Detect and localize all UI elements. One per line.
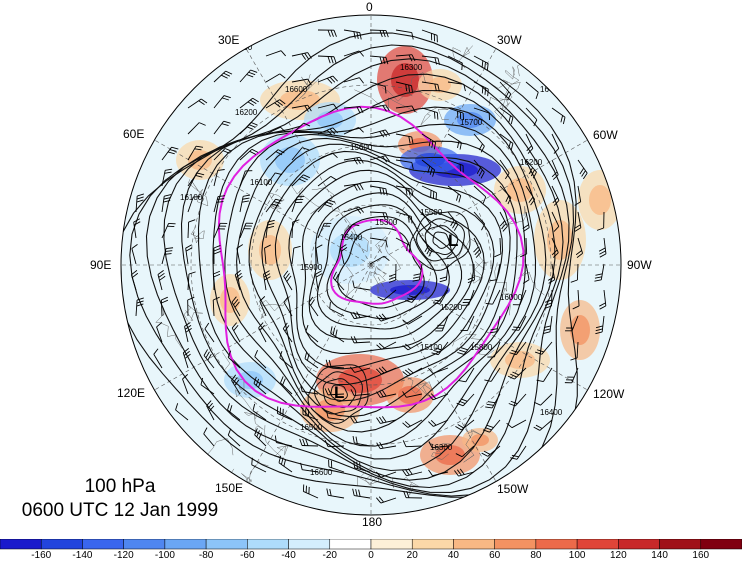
contour-label: 16200	[520, 158, 543, 167]
temperature-anomaly-shading	[176, 46, 621, 475]
colorbar-swatch	[205, 539, 248, 550]
colorbar-swatch	[576, 539, 619, 550]
colorbar-swatch	[247, 539, 289, 550]
colorbar-tick-label: 100	[568, 550, 586, 561]
contour-label: 15400	[340, 233, 363, 242]
colorbar-tick-label: -100	[154, 550, 175, 561]
contour-label: 16600	[285, 85, 308, 94]
contour-label: 15700	[460, 118, 483, 127]
contour-label: 16000	[500, 293, 523, 302]
colorbar-tick-label: -160	[31, 550, 52, 561]
contour-label: 15600	[350, 143, 373, 152]
lon-label-0: 0	[366, 0, 373, 14]
wind-barbs	[130, 29, 607, 504]
colorbar-tick-label: 40	[447, 550, 459, 561]
colorbar-swatch	[659, 539, 702, 550]
lon-label-150e: 150E	[215, 481, 244, 495]
map-border	[120, 14, 622, 516]
colorbar-swatch	[535, 539, 578, 550]
colorbar-tick-label: -80	[198, 550, 214, 561]
colorbar-swatch	[370, 539, 413, 550]
contour-label: 15900	[300, 263, 323, 272]
colorbar-tick-label: 120	[609, 550, 627, 561]
colorbar-tick-label: 140	[651, 550, 668, 561]
lon-label-90w: 90W	[627, 258, 652, 272]
colorbar-tick-label: 20	[406, 550, 418, 561]
lon-label-60w: 60W	[593, 128, 618, 142]
lon-label-150w: 150W	[497, 482, 529, 496]
lon-label-90e: 90E	[90, 258, 112, 272]
contour-label: 15200	[440, 303, 463, 312]
lon-label-30e: 30E	[218, 33, 240, 47]
valid-time-title: 0600 UTC 12 Jan 1999	[21, 500, 219, 521]
pressure-level-title: 100 hPa	[84, 476, 156, 497]
contour-label: 16600	[310, 468, 333, 477]
lon-label-120w: 120W	[593, 387, 625, 401]
colorbar-swatch	[40, 539, 83, 550]
colorbar-swatch	[618, 539, 660, 550]
contour-label: 16200	[235, 108, 258, 117]
colorbar-swatch	[700, 539, 742, 550]
contour-label: 15300	[375, 218, 398, 227]
low-pressure-marker-greenland: L	[448, 231, 459, 250]
colorbar-swatch	[453, 539, 495, 550]
lon-label-120e: 120E	[117, 386, 146, 400]
contour-label: 16400	[540, 408, 563, 417]
lon-label-180: 180	[362, 515, 383, 529]
colorbar-tick-label: 0	[368, 550, 374, 561]
contour-label: 15800	[470, 343, 493, 352]
colorbar-tick-label: -20	[322, 550, 337, 561]
contour-label: 16300	[430, 443, 453, 452]
lon-label-60e: 60E	[123, 127, 145, 141]
map-disc: 16500 16600 16400 16300 16200 16100 16000 15900…	[121, 15, 621, 515]
colorbar-swatch	[494, 539, 537, 550]
colorbar-tick-label: -60	[240, 550, 255, 561]
colorbar-swatch	[82, 539, 124, 550]
colorbar-swatch	[123, 539, 166, 550]
contour-label: 15100	[420, 343, 443, 352]
colorbar-tick-label: -140	[72, 550, 93, 561]
colorbar	[0, 539, 742, 550]
contour-label: 15500	[420, 208, 443, 217]
low-pressure-marker-pacific: L	[334, 383, 345, 402]
colorbar-swatch	[288, 539, 331, 550]
contour-label: 16500	[300, 423, 323, 432]
contour-label: 16100	[250, 178, 273, 187]
contour-label: 16400	[540, 85, 563, 94]
colorbar-tick-label: 60	[489, 550, 501, 561]
contour-label: 16300	[400, 63, 423, 72]
colorbar-swatch	[164, 539, 207, 550]
colorbar-swatch	[411, 539, 454, 550]
colorbar-swatch	[0, 539, 42, 550]
colorbar-swatches	[0, 539, 742, 550]
magenta-contours	[217, 105, 525, 409]
colorbar-tick-label: -40	[281, 550, 296, 561]
colorbar-tick-label: 80	[530, 550, 542, 561]
lon-label-30w: 30W	[497, 33, 522, 47]
colorbar-tick-label: -120	[113, 550, 134, 561]
colorbar-tick-label: 160	[692, 550, 710, 561]
colorbar-swatch	[329, 539, 372, 550]
contour-label: 16100	[180, 193, 203, 202]
